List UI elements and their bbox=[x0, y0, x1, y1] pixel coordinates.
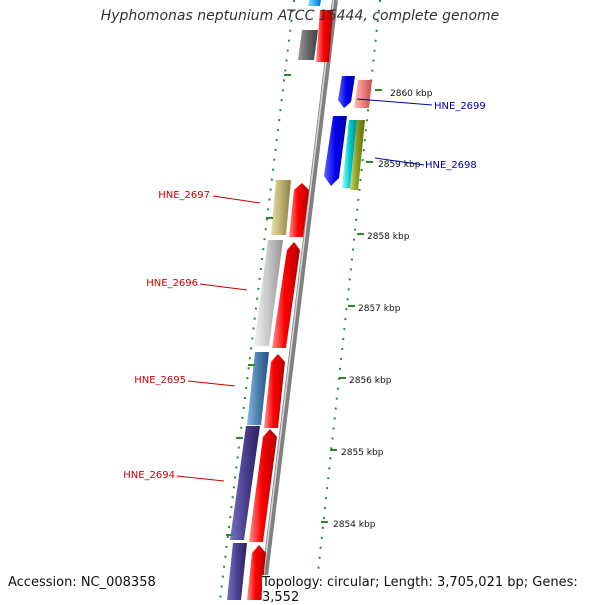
leader-line-hne-2698 bbox=[374, 157, 425, 166]
backbone bbox=[259, 0, 338, 600]
leader-line-hne-2696 bbox=[199, 283, 248, 291]
gene-hne-2695-steel bbox=[247, 352, 269, 425]
scale-labels: 2860 kbp 2859 kbp 2858 kbp 2857 kbp 2856… bbox=[333, 89, 433, 530]
backbone-line bbox=[259, 0, 338, 600]
gene-label-hne-2696[interactable]: HNE_2696 bbox=[146, 278, 198, 289]
gene-hne-2697-red bbox=[289, 183, 309, 237]
leader-line-hne-2695 bbox=[187, 380, 236, 387]
scale-label: 2859 kbp bbox=[378, 160, 421, 170]
gene-label-hne-2695[interactable]: HNE_2695 bbox=[134, 375, 186, 386]
gene-hne-2694-slate bbox=[230, 426, 260, 540]
gene-label-hne-2694[interactable]: HNE_2694 bbox=[123, 470, 175, 481]
forward-genes bbox=[227, 0, 333, 600]
scale-label: 2856 kbp bbox=[349, 376, 392, 386]
gene-top-dimgray bbox=[298, 30, 318, 60]
gene-hne-2698-cyan bbox=[342, 120, 357, 188]
leader-lines bbox=[176, 98, 433, 482]
reverse-genes bbox=[324, 76, 372, 190]
leader-line-hne-2697 bbox=[212, 195, 261, 204]
gene-hne-2698-olive bbox=[350, 120, 365, 190]
gene-blue-small bbox=[338, 76, 355, 108]
gene-labels: HNE_2699 HNE_2698 HNE_2697 HNE_2696 HNE_… bbox=[123, 101, 486, 481]
accession-text: Accession: NC_008358 bbox=[8, 575, 156, 590]
gene-hne-2698-blue bbox=[324, 116, 347, 186]
gene-top-sky bbox=[308, 0, 321, 6]
gene-hne-2696-red bbox=[272, 242, 300, 348]
gene-hne-2696-gray bbox=[254, 240, 283, 346]
gene-hne-2697-khaki bbox=[271, 180, 291, 235]
gene-label-hne-2697[interactable]: HNE_2697 bbox=[158, 190, 210, 201]
scale-label: 2860 kbp bbox=[390, 89, 433, 99]
gene-bottom-slate bbox=[227, 543, 247, 600]
scale-ticks bbox=[226, 74, 382, 536]
gene-top-red bbox=[316, 10, 333, 62]
scale-label: 2857 kbp bbox=[358, 304, 401, 314]
scale-label: 2854 kbp bbox=[333, 520, 376, 530]
topology-text: Topology: circular; Length: 3,705,021 bp… bbox=[262, 575, 600, 605]
leader-line-hne-2694 bbox=[176, 475, 225, 482]
scale-label: 2858 kbp bbox=[367, 232, 410, 242]
gene-hne-2695-red bbox=[264, 354, 285, 428]
backbone-highlight bbox=[259, 0, 335, 600]
gene-label-hne-2698[interactable]: HNE_2698 bbox=[425, 160, 477, 171]
gene-label-hne-2699[interactable]: HNE_2699 bbox=[434, 101, 486, 112]
guide-line-left bbox=[219, 0, 295, 600]
genome-title: Hyphomonas neptunium ATCC 15444, complet… bbox=[100, 8, 500, 24]
gene-hne-2694-red bbox=[249, 429, 277, 542]
gene-bottom-red bbox=[247, 545, 266, 600]
gene-hne-2699-pink bbox=[354, 80, 372, 108]
scale-label: 2855 kbp bbox=[341, 448, 384, 458]
leader-line-hne-2699 bbox=[356, 98, 433, 106]
